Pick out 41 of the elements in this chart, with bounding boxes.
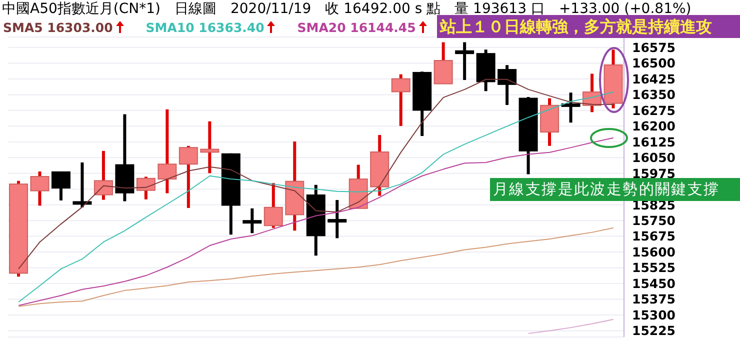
candlestick xyxy=(94,150,113,200)
text: SMA5 16303.00 xyxy=(3,20,114,34)
y-tick-label: 16425 xyxy=(632,71,676,86)
y-tick-label: 16200 xyxy=(632,118,676,134)
y-tick-label: 15975 xyxy=(632,166,676,181)
y-tick-label: 16275 xyxy=(632,102,676,118)
text: SMA20 16144.45 xyxy=(297,20,417,34)
y-tick-label: 15675 xyxy=(632,228,676,244)
text: SMA10 16363.40 xyxy=(146,20,266,34)
y-tick-label: 16050 xyxy=(632,150,676,166)
candlestick xyxy=(498,65,517,105)
candlestick xyxy=(200,121,220,174)
chart-title: 中國A50指數近月(CN*1) 日線圖 2020/11/19 收 16492.00 s 點 量 193613 口 +133.00 (+0.81%) xyxy=(1,0,692,18)
y-tick-label: 16575 xyxy=(632,40,676,55)
candlestick xyxy=(391,74,410,126)
candlestick xyxy=(72,162,92,208)
y-tick-label: 16500 xyxy=(632,56,676,71)
candlestick xyxy=(561,92,580,123)
y-tick-label: 15375 xyxy=(632,292,676,307)
candlestick xyxy=(136,176,156,200)
annotation: 月線支撐是此波走勢的關鍵支撐 xyxy=(490,178,740,201)
y-tick-label: 16350 xyxy=(632,87,676,102)
y-tick-label: 15525 xyxy=(632,260,676,276)
y-tick-label: 15450 xyxy=(632,276,676,291)
candlestick xyxy=(455,42,474,80)
y-tick-label: 15300 xyxy=(632,307,676,322)
line-series xyxy=(528,318,614,334)
y-tick-label: 16125 xyxy=(632,134,676,150)
candlestick xyxy=(434,42,453,84)
candlestick xyxy=(30,171,50,206)
line-series xyxy=(18,227,614,307)
candlestick xyxy=(242,208,262,234)
y-tick-label: 15600 xyxy=(632,244,676,260)
candlestick xyxy=(51,171,70,200)
candlestick xyxy=(328,200,347,238)
candlestick xyxy=(264,183,283,228)
text: 站上１０日線轉強，多方就是持續進攻 xyxy=(437,15,740,38)
y-tick-label: 15750 xyxy=(632,213,676,228)
candlestick xyxy=(178,146,198,208)
y-tick-label: 15225 xyxy=(632,323,676,338)
candlestick xyxy=(158,109,177,194)
